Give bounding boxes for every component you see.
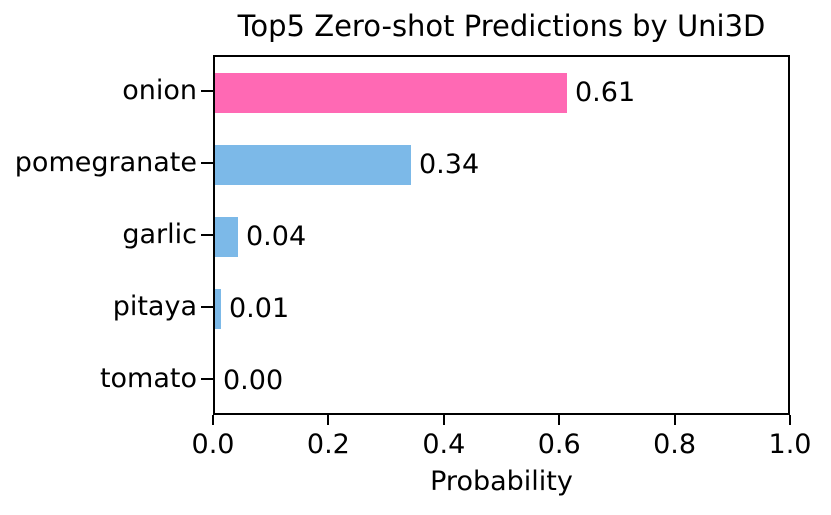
category-label-pitaya: pitaya [112,291,197,322]
category-label-pomegranate: pomegranate [14,147,197,178]
chart-title: Top5 Zero-shot Predictions by Uni3D [237,9,766,43]
x-tick-label-1.0: 1.0 [768,429,812,460]
y-tick-mark [201,378,213,380]
category-label-tomato: tomato [99,363,197,394]
bar-pomegranate [215,145,411,185]
x-tick-mark [558,415,561,425]
x-tick-label-0.0: 0.0 [191,429,235,460]
y-tick-mark [201,162,213,164]
bar-onion [215,73,567,113]
x-tick-mark [212,415,214,425]
value-label-pitaya: 0.01 [229,293,290,324]
x-tick-label-0.6: 0.6 [537,429,581,460]
bar-garlic [215,217,238,257]
x-tick-mark [789,415,791,425]
y-tick-mark [201,234,213,236]
value-label-pomegranate: 0.34 [419,149,480,180]
x-tick-label-0.8: 0.8 [653,429,697,460]
value-label-onion: 0.61 [575,77,636,108]
plot-area: 0.61 0.34 0.04 0.01 0.00 [213,55,790,415]
value-label-garlic: 0.04 [246,221,307,252]
x-tick-mark [327,415,330,425]
y-tick-mark [201,90,213,92]
x-tick-label-0.4: 0.4 [422,429,466,460]
category-label-garlic: garlic [122,219,197,250]
x-tick-label-0.2: 0.2 [306,429,350,460]
y-tick-mark [201,306,213,308]
x-tick-mark [442,415,445,425]
bar-pitaya [215,289,221,329]
x-axis-label: Probability [430,466,573,497]
x-tick-mark [673,415,676,425]
value-label-tomato: 0.00 [223,365,284,396]
category-label-onion: onion [122,75,197,106]
